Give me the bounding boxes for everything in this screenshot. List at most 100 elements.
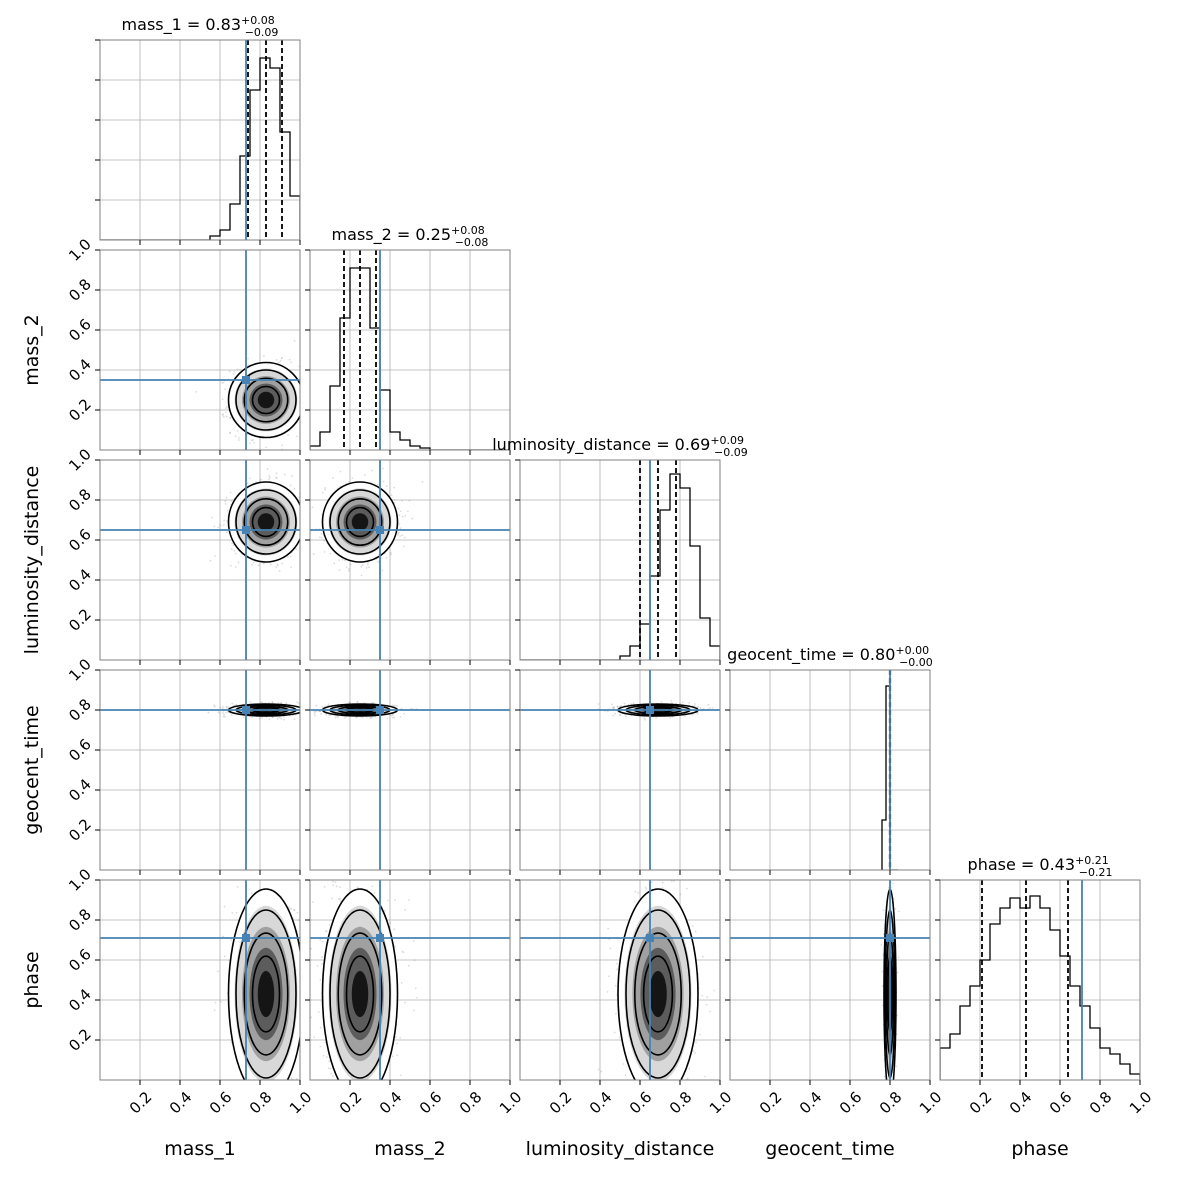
y-tick-label: 1.0 [65,235,95,265]
sample-point [223,519,226,522]
sample-point [304,512,306,514]
sample-point [370,716,372,719]
sample-point [227,706,230,709]
sample-point [275,359,278,361]
sample-point [231,702,234,705]
y-tick-label: 0.2 [65,815,95,845]
panel-title-upper: +0.09 [710,434,744,447]
sample-point [263,355,265,358]
sample-point [278,716,281,719]
sample-point [222,715,225,718]
sample-point [226,519,228,522]
sample-point [391,704,394,706]
sample-point [408,499,411,502]
panel-content [520,460,720,660]
sample-point [247,364,250,367]
sample-point [246,482,249,484]
sample-point [301,704,303,706]
sample-point [221,711,224,714]
panel-frame [309,249,511,451]
contour-line [345,506,375,538]
sample-point [385,556,388,559]
sample-point [364,474,366,476]
sample-point [324,487,327,489]
sample-point [304,394,306,396]
sample-point [222,413,225,416]
sample-point [386,717,389,720]
sample-point [390,714,392,717]
sample-point [381,569,384,572]
sample-point [393,486,396,489]
sample-point [239,369,241,372]
sample-point [314,710,317,713]
panel-content [100,40,300,240]
sample-point [257,564,260,567]
sample-point [222,381,225,384]
sample-point [389,551,392,554]
sample-point [320,712,323,715]
sample-point [219,706,222,709]
sample-point [305,396,307,398]
sample-point [287,556,289,558]
contour-line [337,497,383,546]
sample-point [398,514,401,517]
sample-point [221,382,223,384]
sample-point [313,412,315,414]
panel-title-lower: −0.08 [455,236,489,249]
histogram-step [100,57,300,240]
sample-point [396,704,398,707]
sample-point [327,703,330,706]
sample-point [262,562,265,565]
sample-point [348,567,351,570]
sample-point [280,717,283,720]
sample-point [296,701,299,704]
y-axis-label: mass_2 [21,314,43,386]
truth-marker [242,706,250,714]
sample-point [306,708,308,710]
sample-point [291,475,293,478]
panel-title-lower: −0.09 [245,26,279,39]
sample-point [315,523,317,525]
panel-title-main: luminosity_distance = 0.69 [492,435,710,455]
sample-point [344,559,346,562]
sample-point [670,699,673,702]
sample-point [365,567,368,569]
sample-point [320,513,322,515]
sample-point [266,468,269,470]
y-tick-label: 0.6 [65,315,95,345]
panel-title-main: mass_2 = 0.25 [332,225,451,245]
sample-point [302,705,304,707]
panel-frame [99,249,301,451]
sample-point [349,701,351,704]
sample-point [268,474,271,477]
contour-line [243,497,289,546]
sample-point [283,473,286,476]
sample-point [224,388,227,391]
sample-point [390,553,392,556]
sample-point [315,704,318,707]
sample-point [276,564,279,567]
sample-point [301,530,303,532]
panel-frame [309,669,511,871]
sample-point [332,477,334,479]
sample-point [328,714,331,716]
panel-mass_2-luminosity_distance [304,459,511,665]
sample-point [323,551,326,553]
sample-point [306,402,308,404]
sample-point [296,435,299,438]
sample-point [235,704,238,706]
sample-point [406,510,409,513]
sample-point [271,716,274,719]
y-tick-label: 1.0 [65,445,95,475]
sample-point [339,470,342,473]
sample-point [228,370,231,373]
sample-point [314,714,316,717]
sample-point [305,545,307,547]
sample-point [289,484,292,487]
truth-marker [242,376,250,384]
sample-point [271,700,274,703]
panel-title-upper: +0.08 [451,224,485,237]
panel-content [100,250,315,450]
sample-point [249,477,251,480]
